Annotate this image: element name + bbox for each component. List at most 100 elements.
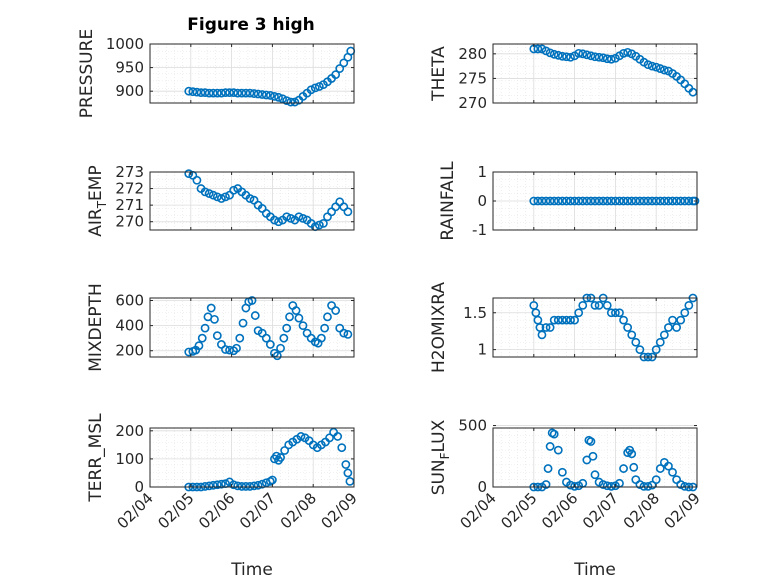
data-point <box>314 220 324 230</box>
y-tick-label: 0 <box>477 478 487 496</box>
data-point <box>664 461 673 471</box>
data-point <box>270 215 279 225</box>
data-point <box>582 455 592 465</box>
data-point <box>672 323 681 332</box>
x-tick-label: 02/07 <box>236 489 279 532</box>
data-point <box>206 303 216 313</box>
data-point <box>249 481 259 491</box>
data-point <box>602 196 612 206</box>
data-point <box>590 52 600 62</box>
data-point <box>235 333 245 343</box>
data-point <box>639 481 649 491</box>
data-point <box>578 196 588 206</box>
data-point <box>631 196 641 206</box>
data-point <box>204 189 214 198</box>
x-tick-label: 02/06 <box>195 489 238 532</box>
data-point <box>208 190 218 200</box>
y-tick-label: 270 <box>115 213 144 231</box>
y-tick-label: 100 <box>115 450 144 468</box>
axes-border <box>492 43 698 104</box>
data-point <box>184 169 194 179</box>
x-axis-label: Time <box>230 560 273 580</box>
data-point <box>643 196 653 206</box>
panel-2: 270 275 280 THETA <box>429 43 698 112</box>
data-point <box>615 308 624 318</box>
x-tick-label: 02/06 <box>538 489 581 532</box>
y-tick-label: 1 <box>477 341 487 359</box>
data-point <box>339 328 349 338</box>
data-point <box>543 464 553 473</box>
data-point <box>635 196 645 206</box>
data-point <box>647 196 657 206</box>
x-tick-label: 02/08 <box>620 489 663 532</box>
y-tick-label: -1 <box>472 221 487 239</box>
data-point <box>655 464 665 473</box>
data-point <box>533 44 543 54</box>
x-tick-label: 02/05 <box>154 489 197 532</box>
data-point <box>282 323 292 333</box>
data-point <box>676 196 686 206</box>
data-point <box>294 212 304 222</box>
data-point <box>314 82 324 91</box>
data-point <box>229 480 239 490</box>
data-point <box>611 308 620 318</box>
data-point <box>208 480 218 490</box>
y-tick-label: 400 <box>115 317 144 335</box>
data-point <box>335 64 345 73</box>
data-point <box>562 52 571 62</box>
data-point <box>619 196 628 206</box>
data-point <box>306 85 316 95</box>
y-tick-label: 1000 <box>106 35 144 53</box>
data-point <box>276 343 285 353</box>
y-tick-label: 0 <box>477 192 487 210</box>
data-point <box>253 89 263 99</box>
data-point <box>655 64 665 73</box>
data-point <box>619 48 628 58</box>
data-point <box>545 196 555 206</box>
data-point <box>241 88 251 98</box>
data-point <box>545 442 555 451</box>
data-point <box>320 323 330 333</box>
data-point <box>680 308 690 318</box>
data-point <box>590 300 600 310</box>
data-point <box>545 48 555 58</box>
data-point <box>221 88 230 98</box>
data-point <box>586 437 596 446</box>
data-point <box>279 333 289 343</box>
data-point <box>221 345 230 354</box>
data-point <box>233 88 243 98</box>
data-point <box>298 213 308 223</box>
data-point <box>541 323 551 332</box>
y-axis-label: THETA <box>429 46 449 102</box>
data-point <box>343 468 353 478</box>
y-tick-label: 950 <box>115 59 144 77</box>
data-point <box>627 196 637 206</box>
y-axis-label: MIXDEPTH <box>86 283 106 372</box>
data-point <box>272 351 282 361</box>
data-point <box>197 333 207 343</box>
axes-border <box>492 427 698 488</box>
data-point <box>212 192 222 202</box>
data-point <box>590 470 600 480</box>
data-point <box>257 479 267 489</box>
data-point <box>619 464 628 473</box>
data-point <box>627 449 637 459</box>
data-point <box>216 479 226 489</box>
data-point <box>668 315 677 325</box>
data-point <box>684 300 694 310</box>
data-point <box>602 481 612 491</box>
data-point <box>204 481 214 491</box>
data-point <box>574 308 584 318</box>
panel-1: 900 950 1000 PRESSURE <box>77 29 356 118</box>
y-tick-label: 600 <box>115 292 144 310</box>
data-point <box>647 61 657 71</box>
data-point <box>253 480 263 490</box>
y-tick-label: 275 <box>458 69 487 87</box>
data-point <box>192 175 202 185</box>
data-point <box>282 96 292 106</box>
data-point <box>566 196 575 206</box>
x-tick-label: 02/09 <box>661 489 704 532</box>
data-point <box>549 315 559 325</box>
data-point <box>343 207 353 217</box>
